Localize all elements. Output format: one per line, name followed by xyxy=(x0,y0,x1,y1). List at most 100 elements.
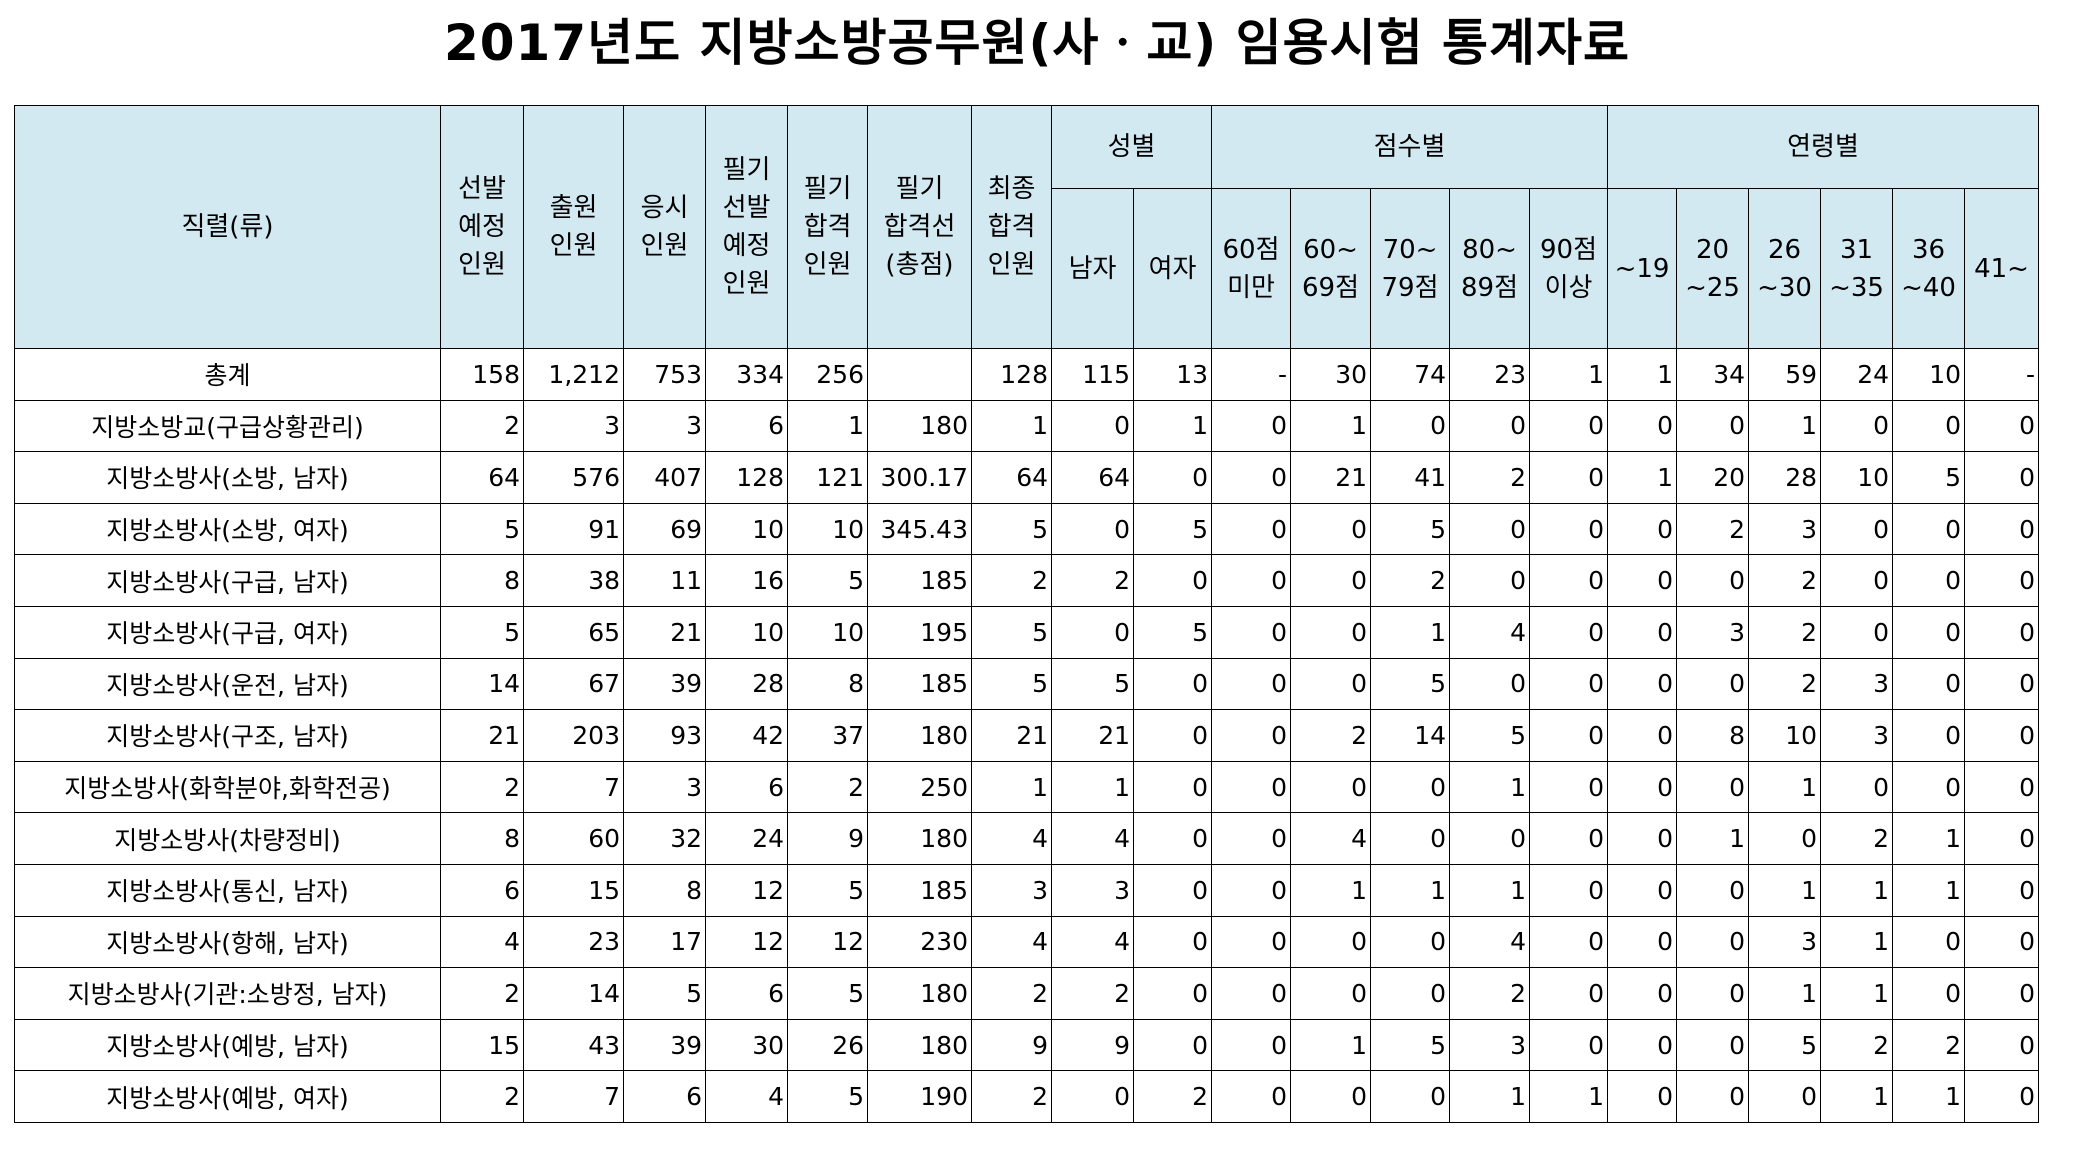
table-cell: 0 xyxy=(1607,399,1677,453)
table-cell: 230 xyxy=(867,915,972,969)
table-row: 지방소방사(구조, 남자) 21 203 93 42 37 180 21 21 0 0 2 14 5 0 0 8… xyxy=(14,709,2039,762)
header-line: 인원 xyxy=(549,231,598,261)
table-cell: 4 xyxy=(971,915,1052,969)
table-cell: 0 xyxy=(1676,967,1749,1020)
table-cell: 3 xyxy=(1820,657,1893,711)
table-cell: 0 xyxy=(1370,1070,1450,1123)
table-cell: 9 xyxy=(787,812,868,865)
table-cell: 0 xyxy=(1133,554,1212,607)
header-score-3: 80~ 89점 xyxy=(1449,188,1530,349)
table-cell: 2 xyxy=(440,967,524,1020)
table-cell: 0 xyxy=(1607,657,1677,711)
table-cell: 10 xyxy=(1892,348,1965,401)
table-cell: 0 xyxy=(1529,915,1608,969)
header-line: 선발 xyxy=(722,193,771,223)
table-cell: 2 xyxy=(440,1070,524,1123)
table-cell: 12 xyxy=(705,915,788,969)
table-cell: 7 xyxy=(523,1070,624,1123)
header-pilgi-hapgyeok: 필기 합격 인원 xyxy=(787,105,868,349)
table-cell: 0 xyxy=(1211,1070,1291,1123)
table-cell: 14 xyxy=(523,967,624,1020)
table-cell: 0 xyxy=(1748,812,1821,865)
table-cell: 576 xyxy=(523,451,624,504)
row-label: 지방소방사(소방, 여자) xyxy=(14,502,441,556)
header-age-2: 26 ~30 xyxy=(1748,188,1821,349)
table-cell: 0 xyxy=(1607,502,1677,556)
table-cell: 0 xyxy=(1211,760,1291,814)
table-cell: 3 xyxy=(623,760,706,814)
table-cell: 1 xyxy=(1529,348,1608,401)
row-label: 지방소방사(소방, 남자) xyxy=(14,451,441,504)
table-row: 지방소방사(소방, 남자) 64 576 407 128 121 300.17 64 64 0 0 2… xyxy=(14,451,2039,504)
table-cell: 1 xyxy=(1133,399,1212,453)
table-cell: 2 xyxy=(1051,967,1134,1020)
table-cell: 5 xyxy=(1133,605,1212,659)
table-cell: 0 xyxy=(1370,399,1450,453)
table-cell: 0 xyxy=(1290,657,1371,711)
table-row: 지방소방사(예방, 남자) 15 43 39 30 26 180 9 9 0 0 1 5 3 0 0 0 5 2 2 0 xyxy=(14,1018,2039,1072)
table-cell: 43 xyxy=(523,1018,624,1072)
table-cell: 203 xyxy=(523,709,624,762)
table-cell: 1 xyxy=(1607,451,1677,504)
table-cell: 1 xyxy=(1290,399,1371,453)
header-line: 선발 xyxy=(458,174,506,204)
table-cell: 1 xyxy=(1449,863,1530,917)
header-line: 31 xyxy=(1839,234,1874,265)
header-age-1: 20 ~25 xyxy=(1676,188,1749,349)
table-cell: 0 xyxy=(1370,915,1450,969)
table-cell: 23 xyxy=(1449,348,1530,401)
table-cell: 190 xyxy=(867,1070,972,1123)
table-cell: 15 xyxy=(523,863,624,917)
table-cell: 7 xyxy=(523,760,624,814)
table-cell: 2 xyxy=(440,399,524,453)
table-cell: 195 xyxy=(867,605,972,659)
table-cell: 0 xyxy=(1211,709,1291,762)
table-cell: 0 xyxy=(1748,1070,1821,1123)
header-sunbal: 선발 예정 인원 xyxy=(440,105,524,349)
table-cell: 4 xyxy=(1449,605,1530,659)
table-cell: 23 xyxy=(523,915,624,969)
table-cell: 21 xyxy=(971,709,1052,762)
header-line: 최종 xyxy=(987,174,1036,204)
table-cell: 0 xyxy=(1211,451,1291,504)
header-line: (총점) xyxy=(885,250,954,280)
table-cell: 407 xyxy=(623,451,706,504)
header-line: ~35 xyxy=(1829,272,1884,303)
table-cell: 0 xyxy=(1449,502,1530,556)
row-label: 지방소방사(항해, 남자) xyxy=(14,915,441,969)
table-cell: 0 xyxy=(1607,812,1677,865)
table-cell: 12 xyxy=(705,863,788,917)
table-cell: 2 xyxy=(1449,451,1530,504)
header-line: 합격선 xyxy=(883,212,956,242)
table-cell: 4 xyxy=(440,915,524,969)
header-line: ~25 xyxy=(1685,272,1740,303)
table-cell: 0 xyxy=(1964,502,2039,556)
header-line: 필기 xyxy=(895,174,944,204)
table-cell: 5 xyxy=(787,863,868,917)
table-cell: 2 xyxy=(1748,657,1821,711)
table-cell: 4 xyxy=(1051,915,1134,969)
table-cell: 14 xyxy=(1370,709,1450,762)
table-cell: 2 xyxy=(1820,812,1893,865)
table-cell: 1 xyxy=(1820,863,1893,917)
header-line: 79점 xyxy=(1381,272,1439,303)
table-cell: 185 xyxy=(867,554,972,607)
table-cell: 8 xyxy=(623,863,706,917)
table-cell: 250 xyxy=(867,760,972,814)
table-cell: 1 xyxy=(1892,863,1965,917)
table-cell: 0 xyxy=(1607,605,1677,659)
header-line: 합격 xyxy=(803,212,852,242)
row-label: 지방소방사(구조, 남자) xyxy=(14,709,441,762)
row-label: 지방소방사(구급, 여자) xyxy=(14,605,441,659)
table-cell: 0 xyxy=(1211,812,1291,865)
table-cell: 5 xyxy=(440,605,524,659)
table-cell: 0 xyxy=(1290,502,1371,556)
table-cell: 1 xyxy=(1748,399,1821,453)
table-cell: 0 xyxy=(1211,657,1291,711)
table-cell: 180 xyxy=(867,967,972,1020)
header-line: 합격 xyxy=(987,212,1036,242)
table-cell: 5 xyxy=(1051,657,1134,711)
table-cell: 5 xyxy=(971,657,1052,711)
table-cell: 6 xyxy=(705,760,788,814)
table-cell: 0 xyxy=(1529,760,1608,814)
